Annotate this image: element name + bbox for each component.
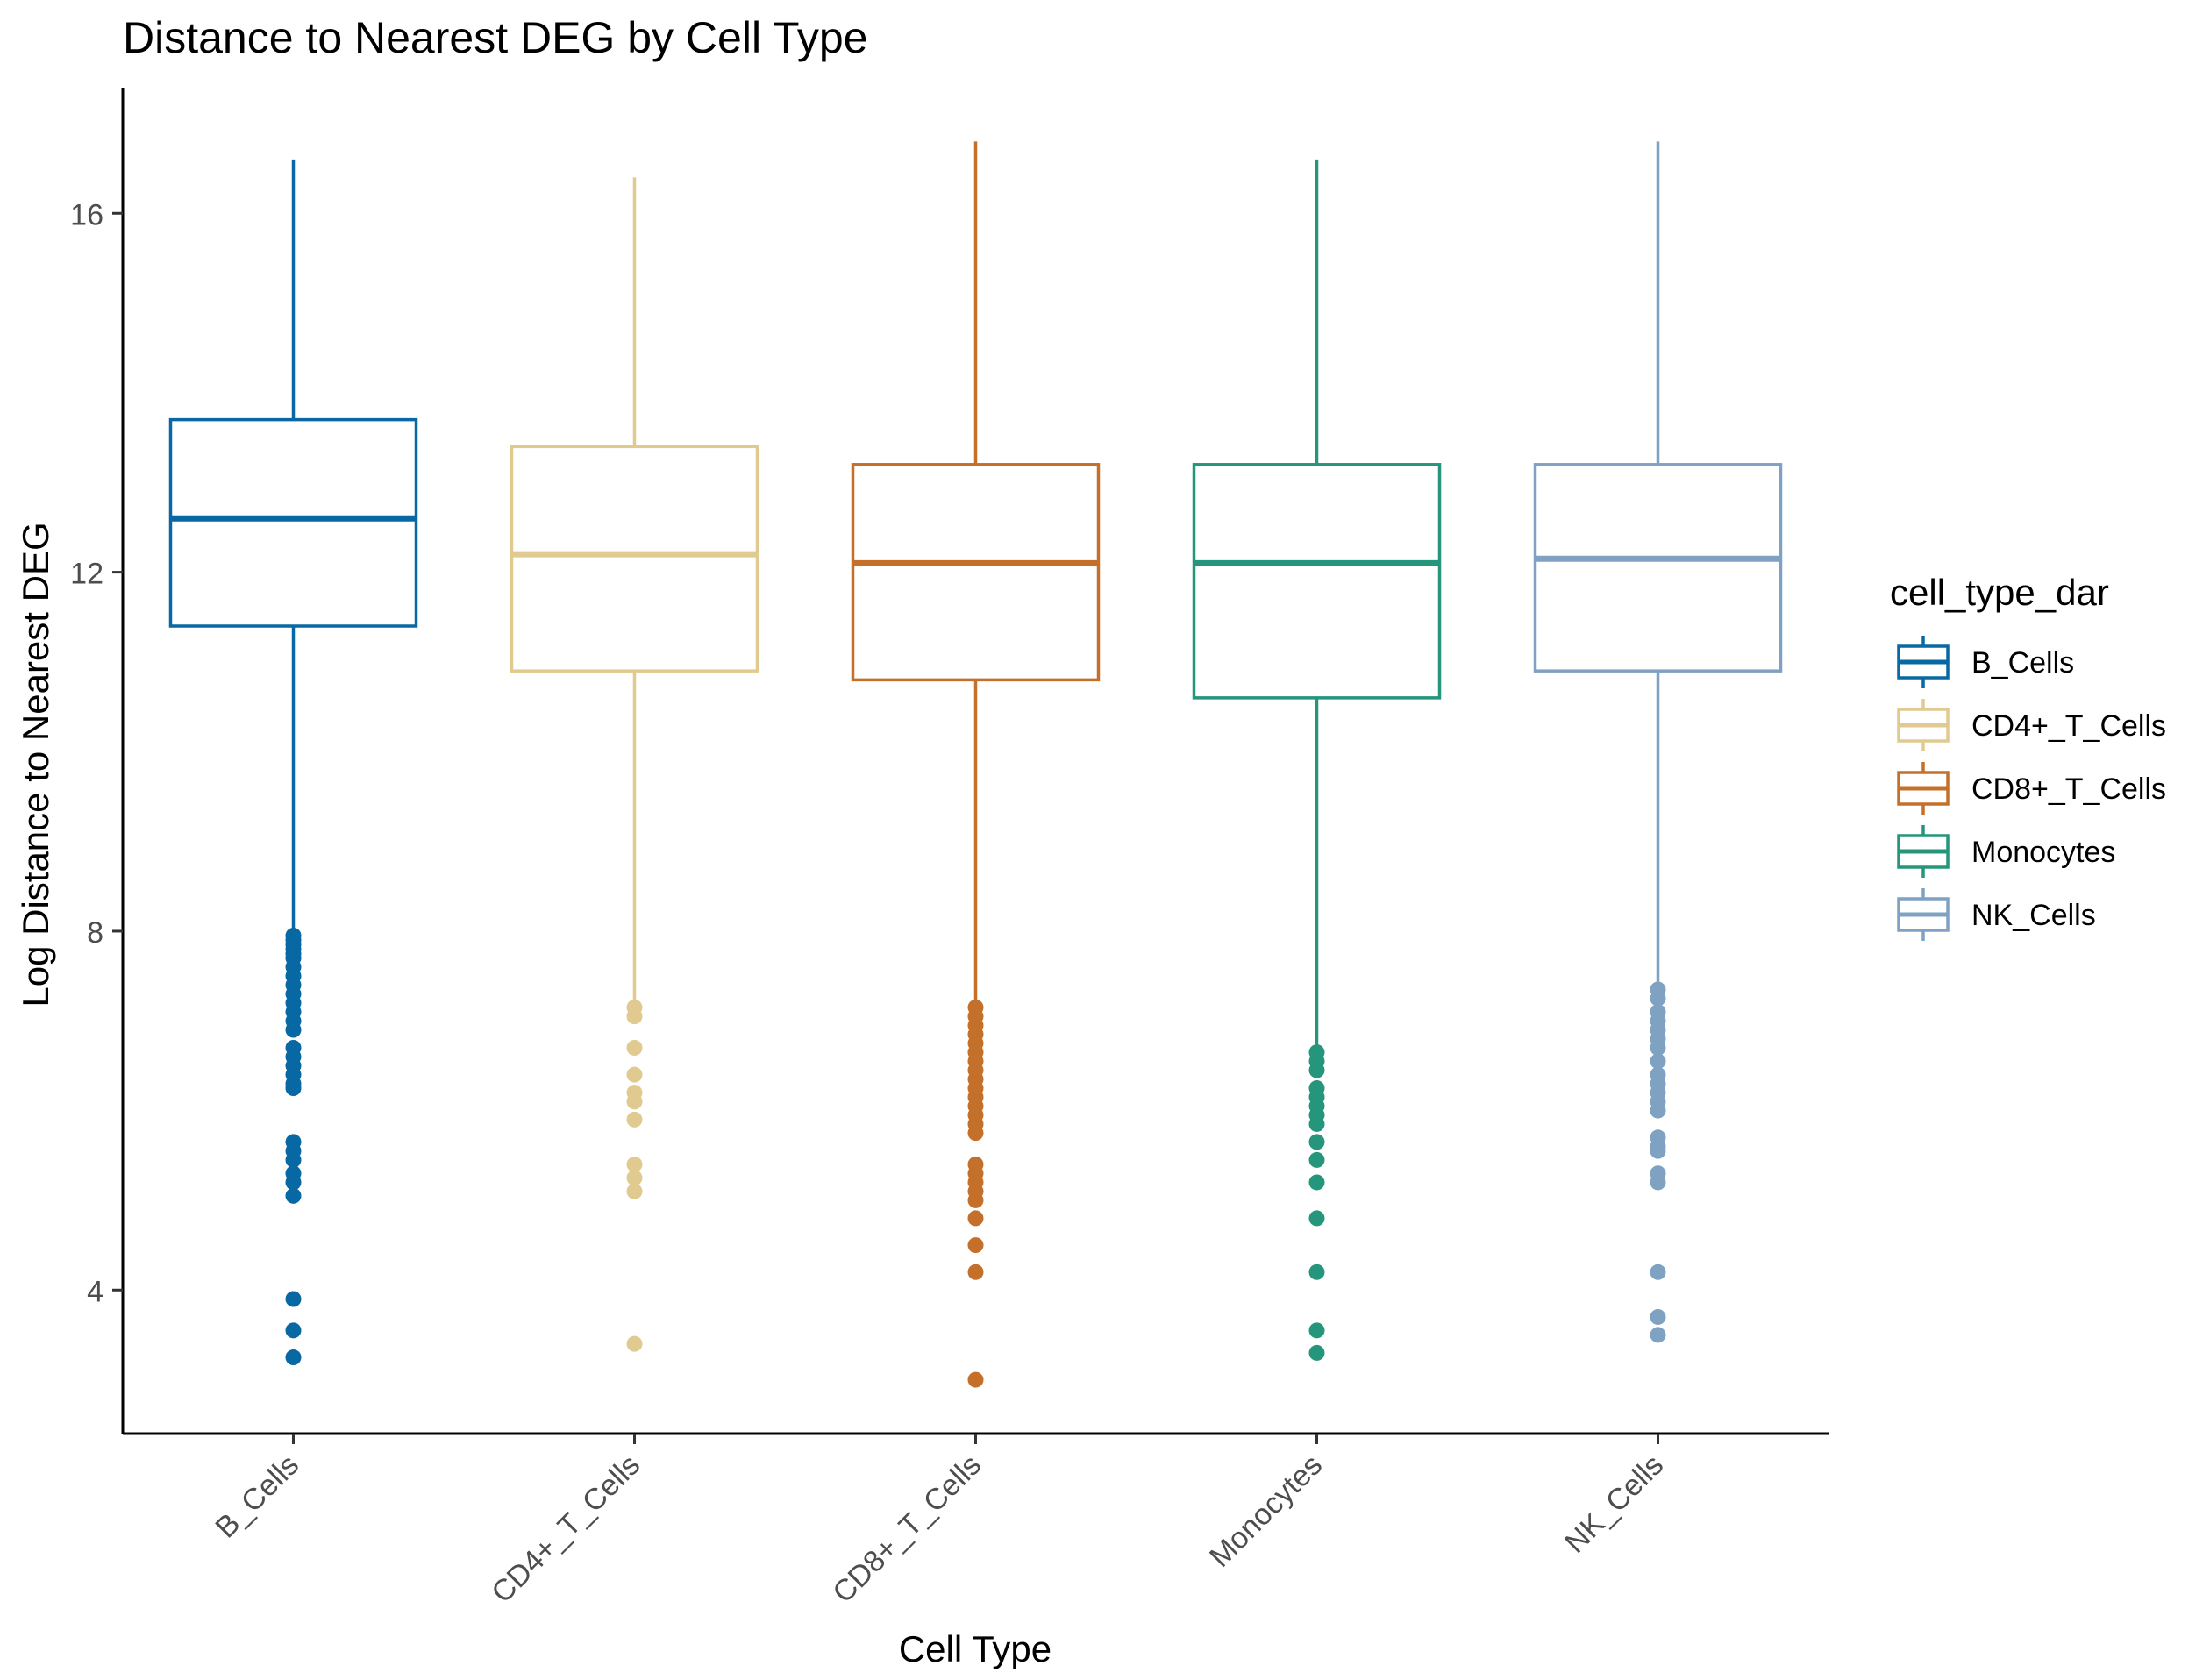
outlier-point bbox=[285, 1174, 302, 1191]
outlier-point bbox=[1650, 1039, 1666, 1056]
box-group-cd8-t-cells bbox=[851, 141, 1101, 1388]
y-axis-label: Log Distance to Nearest DEG bbox=[15, 522, 56, 1007]
outlier-point bbox=[967, 1371, 984, 1388]
outlier-point bbox=[1308, 1134, 1325, 1150]
outlier-point bbox=[285, 1022, 302, 1038]
outlier-point bbox=[1650, 1143, 1666, 1159]
outlier-point bbox=[285, 1349, 302, 1366]
x-tick-label: B_Cells bbox=[209, 1449, 305, 1545]
outlier-point bbox=[1308, 1062, 1325, 1078]
outlier-point bbox=[626, 1111, 643, 1128]
legend-title: cell_type_dar bbox=[1890, 572, 2109, 613]
outlier-point bbox=[1308, 1344, 1325, 1361]
legend-label: B_Cells bbox=[1971, 646, 2074, 680]
box-group-cd4-t-cells bbox=[510, 177, 759, 1352]
box bbox=[510, 445, 759, 673]
x-tick-label: CD4+_T_Cells bbox=[485, 1449, 646, 1610]
y-tick-label: 16 bbox=[70, 198, 103, 231]
legend-label: Monocytes bbox=[1971, 836, 2115, 869]
legend-item: CD8+_T_Cells bbox=[1897, 762, 2166, 815]
outlier-point bbox=[1308, 1115, 1325, 1132]
x-tick-label: NK_Cells bbox=[1558, 1449, 1670, 1560]
box bbox=[851, 463, 1101, 682]
x-axis-label: Cell Type bbox=[899, 1628, 1052, 1669]
outlier-point bbox=[967, 1210, 984, 1227]
outlier-point bbox=[967, 1125, 984, 1142]
box-group-b-cells bbox=[168, 159, 418, 1366]
outlier-point bbox=[626, 1066, 643, 1083]
outlier-point bbox=[1650, 1308, 1666, 1325]
box bbox=[168, 417, 418, 628]
y-tick-label: 4 bbox=[87, 1275, 103, 1308]
legend-label: CD8+_T_Cells bbox=[1971, 772, 2166, 806]
outlier-point bbox=[1650, 1327, 1666, 1343]
outlier-point bbox=[1308, 1210, 1325, 1227]
outlier-point bbox=[1650, 1264, 1666, 1280]
outlier-point bbox=[626, 1157, 643, 1172]
outlier-point bbox=[626, 1170, 643, 1186]
legend-item: NK_Cells bbox=[1897, 888, 2096, 941]
outlier-point bbox=[1650, 1102, 1666, 1119]
legend-item: CD4+_T_Cells bbox=[1897, 699, 2166, 751]
outlier-point bbox=[626, 1093, 643, 1110]
outlier-point bbox=[1308, 1264, 1325, 1280]
outlier-point bbox=[1308, 1151, 1325, 1168]
outlier-point bbox=[285, 1187, 302, 1204]
x-axis-ticks: B_Cells CD4+_T_Cells CD8+_T_Cells Monocytes… bbox=[209, 1434, 1670, 1610]
box bbox=[1192, 463, 1442, 700]
outlier-point bbox=[285, 1291, 302, 1307]
outlier-point bbox=[1308, 1174, 1325, 1191]
outlier-point bbox=[1650, 1174, 1666, 1191]
legend-item: Monocytes bbox=[1897, 825, 2115, 878]
legend-label: CD4+_T_Cells bbox=[1971, 709, 2166, 743]
outlier-point bbox=[967, 1237, 984, 1254]
outlier-point bbox=[967, 1192, 984, 1208]
outlier-point bbox=[626, 1335, 643, 1352]
outlier-point bbox=[967, 1264, 984, 1280]
legend-label: NK_Cells bbox=[1971, 899, 2096, 932]
outlier-point bbox=[1308, 1322, 1325, 1339]
outlier-point bbox=[626, 1008, 643, 1025]
box-group-monocytes bbox=[1192, 159, 1442, 1361]
chart-title: Distance to Nearest DEG by Cell Type bbox=[123, 13, 867, 62]
outlier-point bbox=[285, 1080, 302, 1097]
outlier-point bbox=[626, 1039, 643, 1056]
y-axis-ticks: 4 8 12 16 bbox=[70, 198, 123, 1308]
legend-item: B_Cells bbox=[1897, 636, 2074, 688]
x-tick-label: Monocytes bbox=[1203, 1449, 1329, 1574]
outlier-point bbox=[285, 1322, 302, 1339]
legend: cell_type_dar B_Cells CD4+_T_Cells CD8+_T_… bbox=[1890, 572, 2166, 941]
outlier-point bbox=[1650, 1053, 1666, 1070]
outlier-point bbox=[285, 1151, 302, 1168]
outlier-point bbox=[626, 1183, 643, 1199]
box-group-nk-cells bbox=[1533, 141, 1783, 1343]
x-tick-label: CD8+_T_Cells bbox=[826, 1449, 987, 1610]
y-tick-label: 8 bbox=[87, 916, 103, 950]
plot-area bbox=[168, 141, 1783, 1388]
outlier-point bbox=[1650, 990, 1666, 1007]
box bbox=[1533, 463, 1783, 673]
y-tick-label: 12 bbox=[70, 558, 103, 591]
